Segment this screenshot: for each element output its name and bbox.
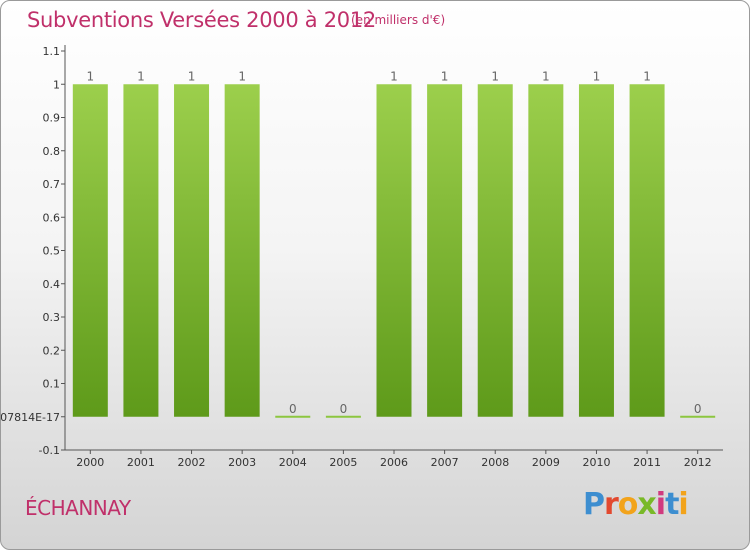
y-tick-label: 1.1 (43, 45, 61, 58)
data-label: 0 (340, 402, 348, 416)
data-label: 0 (694, 402, 702, 416)
logo-letter: i (655, 487, 666, 522)
data-label: 1 (542, 69, 550, 83)
data-label: 1 (441, 69, 449, 83)
y-tick-label: 0.1 (43, 378, 61, 391)
logo-letter: P (583, 487, 605, 522)
x-tick-label: 2001 (127, 456, 155, 469)
y-tick-label: 0.8 (43, 145, 61, 158)
chart-title: Subventions Versées 2000 à 2012 (27, 8, 376, 32)
data-label: 1 (390, 69, 398, 83)
logo-letter: o (617, 487, 639, 522)
y-tick-label: 0.7 (43, 178, 61, 191)
bar-2002 (174, 84, 210, 417)
x-tick-label: 2006 (380, 456, 408, 469)
x-tick-label: 2002 (178, 456, 206, 469)
x-tick-label: 2008 (481, 456, 509, 469)
x-tick-label: 2003 (228, 456, 256, 469)
data-label: 1 (238, 69, 246, 83)
data-label: 1 (86, 69, 94, 83)
x-tick-label: 2011 (633, 456, 661, 469)
x-tick-label: 2005 (329, 456, 357, 469)
place-name: ÉCHANNAY (25, 496, 131, 520)
y-tick-label: 1 (53, 78, 60, 91)
x-tick-label: 2009 (532, 456, 560, 469)
data-label: 1 (137, 69, 145, 83)
x-tick-label: 2010 (582, 456, 610, 469)
y-tick-label: 0.4 (43, 278, 61, 291)
y-tick-label: 0.9 (43, 112, 61, 125)
chart-unit: (en milliers d'€) (351, 13, 446, 27)
bar-2010 (578, 84, 614, 417)
data-label: 1 (491, 69, 499, 83)
bar-2003 (224, 84, 260, 417)
x-tick-label: 2004 (279, 456, 307, 469)
logo-letter: x (637, 487, 656, 522)
y-tick-label: 0.6 (43, 211, 61, 224)
logo-letter: t (665, 487, 679, 522)
bar-2008 (477, 84, 513, 417)
x-tick-label: 2007 (431, 456, 459, 469)
logo-letter: i (678, 487, 688, 522)
y-tick-label: 0.2 (43, 344, 61, 357)
logo-letter: r (604, 487, 619, 522)
y-tick-label: -0.1 (39, 444, 60, 457)
x-tick-label: 2012 (684, 456, 712, 469)
data-label: 1 (593, 69, 601, 83)
y-tick-label: 0.3 (43, 311, 61, 324)
y-tick-label: 0.5 (43, 245, 61, 258)
data-label: 0 (289, 402, 297, 416)
x-tick-label: 2000 (76, 456, 104, 469)
y-tick-label: 1.3877787807814E-17 (1, 411, 60, 424)
bar-2001 (123, 84, 159, 417)
bar-2009 (528, 84, 564, 417)
data-label: 1 (188, 69, 196, 83)
bar-2006 (376, 84, 412, 417)
bar-2007 (427, 84, 463, 417)
bar-2011 (629, 84, 665, 417)
data-label: 1 (643, 69, 651, 83)
bar-2000 (72, 84, 108, 417)
proxiti-logo: Proxiti (583, 487, 689, 522)
